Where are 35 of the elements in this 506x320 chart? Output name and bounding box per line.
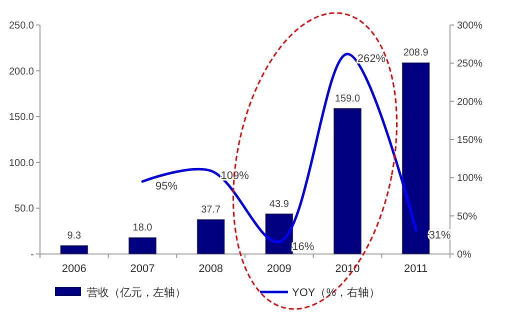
data-label: 18.0 xyxy=(132,222,153,234)
data-label: 16% xyxy=(292,240,314,253)
y2-tick-label: 0% xyxy=(457,250,472,260)
data-label: 95% xyxy=(155,180,178,192)
y2-tick-label: 50% xyxy=(457,211,478,222)
x-tick-label: 2009 xyxy=(266,263,292,275)
data-label: 159.0 xyxy=(334,93,360,104)
x-tick-label: 2010 xyxy=(335,263,360,275)
y-tick-label: 250.0 xyxy=(8,20,34,32)
bar xyxy=(402,62,430,254)
x-tick-label: 2006 xyxy=(62,263,86,275)
y2-tick-label: 250% xyxy=(457,58,483,70)
x-tick-label: 2007 xyxy=(130,263,155,275)
y-tick-label: 50.0 xyxy=(14,204,34,215)
y-tick-label: 150.0 xyxy=(8,112,34,124)
y2-tick-label: 150% xyxy=(457,135,483,146)
bar xyxy=(196,219,225,254)
bar xyxy=(60,245,88,254)
bar xyxy=(265,214,294,254)
data-label: 208.9 xyxy=(403,48,429,59)
x-tick-label: 2008 xyxy=(198,263,224,275)
y-tick-label: 200.0 xyxy=(8,66,34,78)
legend-label: 营收（亿元，左轴） xyxy=(87,286,186,299)
bar xyxy=(128,237,156,254)
y-tick-label: 100.0 xyxy=(8,158,34,169)
data-label: 43.9 xyxy=(269,198,290,210)
x-tick-label: 2011 xyxy=(404,263,428,275)
data-label: 37.7 xyxy=(201,204,221,216)
data-label: 262% xyxy=(357,53,386,66)
bar xyxy=(334,108,362,254)
y2-tick-label: 200% xyxy=(457,96,483,108)
data-label: 9.3 xyxy=(67,230,82,242)
y2-tick-label: 300% xyxy=(457,20,483,32)
y2-tick-label: 100% xyxy=(457,173,483,184)
y-tick-label: - xyxy=(30,250,34,260)
